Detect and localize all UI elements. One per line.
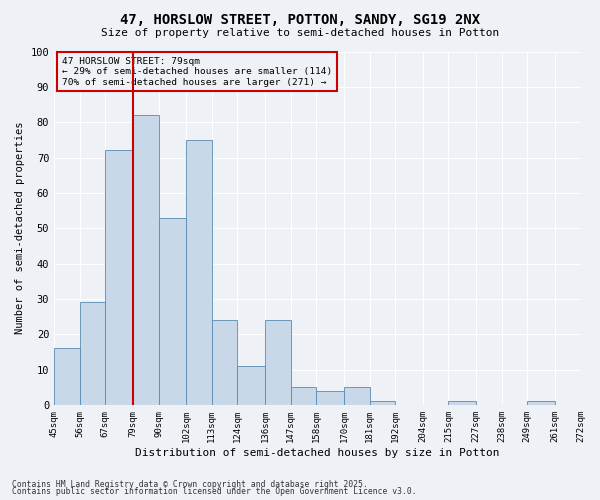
X-axis label: Distribution of semi-detached houses by size in Potton: Distribution of semi-detached houses by … bbox=[135, 448, 500, 458]
Bar bbox=[212, 320, 238, 405]
Bar bbox=[344, 387, 370, 405]
Bar bbox=[527, 402, 555, 405]
Bar bbox=[265, 320, 290, 405]
Bar bbox=[80, 302, 105, 405]
Bar bbox=[158, 218, 187, 405]
Bar bbox=[290, 387, 316, 405]
Text: Contains public sector information licensed under the Open Government Licence v3: Contains public sector information licen… bbox=[12, 487, 416, 496]
Bar bbox=[581, 402, 600, 405]
Text: 47, HORSLOW STREET, POTTON, SANDY, SG19 2NX: 47, HORSLOW STREET, POTTON, SANDY, SG19 … bbox=[120, 12, 480, 26]
Bar bbox=[448, 402, 476, 405]
Bar bbox=[238, 366, 265, 405]
Bar bbox=[105, 150, 133, 405]
Bar bbox=[54, 348, 80, 405]
Bar bbox=[187, 140, 212, 405]
Bar bbox=[316, 390, 344, 405]
Bar bbox=[133, 115, 158, 405]
Y-axis label: Number of semi-detached properties: Number of semi-detached properties bbox=[15, 122, 25, 334]
Bar bbox=[370, 402, 395, 405]
Text: 47 HORSLOW STREET: 79sqm
← 29% of semi-detached houses are smaller (114)
70% of : 47 HORSLOW STREET: 79sqm ← 29% of semi-d… bbox=[62, 57, 332, 86]
Text: Size of property relative to semi-detached houses in Potton: Size of property relative to semi-detach… bbox=[101, 28, 499, 38]
Text: Contains HM Land Registry data © Crown copyright and database right 2025.: Contains HM Land Registry data © Crown c… bbox=[12, 480, 368, 489]
